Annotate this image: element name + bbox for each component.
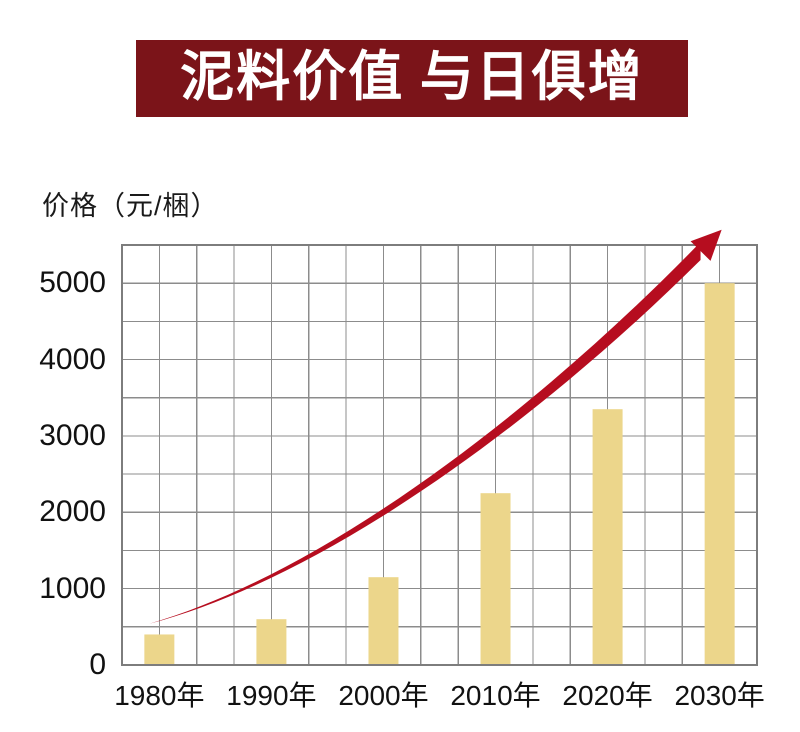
y-tick-label: 4000	[39, 342, 106, 376]
trend-arrow-head	[690, 229, 722, 261]
x-tick-label: 2030年	[674, 680, 765, 711]
bar-2010年	[480, 493, 511, 664]
x-tick-label: 1980年	[114, 680, 205, 711]
bar-2020年	[592, 409, 623, 664]
x-tick-label: 2010年	[450, 680, 541, 711]
x-tick-label: 2020年	[562, 680, 653, 711]
plot-border	[121, 244, 758, 666]
bar-1980年	[144, 634, 175, 664]
bar-2000年	[368, 577, 399, 664]
x-tick-label: 1990年	[226, 680, 317, 711]
bar-2030年	[704, 283, 735, 664]
title-banner: 泥料价值 与日俱增	[136, 40, 688, 117]
x-tick-label: 2000年	[338, 680, 429, 711]
y-tick-label: 1000	[39, 571, 106, 605]
y-tick-label: 2000	[39, 495, 106, 529]
page-title: 泥料价值 与日俱增	[180, 46, 644, 107]
y-tick-label: 3000	[39, 418, 106, 452]
y-axis-title: 价格（元/梱）	[42, 191, 219, 221]
y-tick-label: 5000	[39, 266, 106, 300]
y-tick-label: 0	[89, 648, 106, 681]
bar-1990年	[256, 619, 287, 664]
